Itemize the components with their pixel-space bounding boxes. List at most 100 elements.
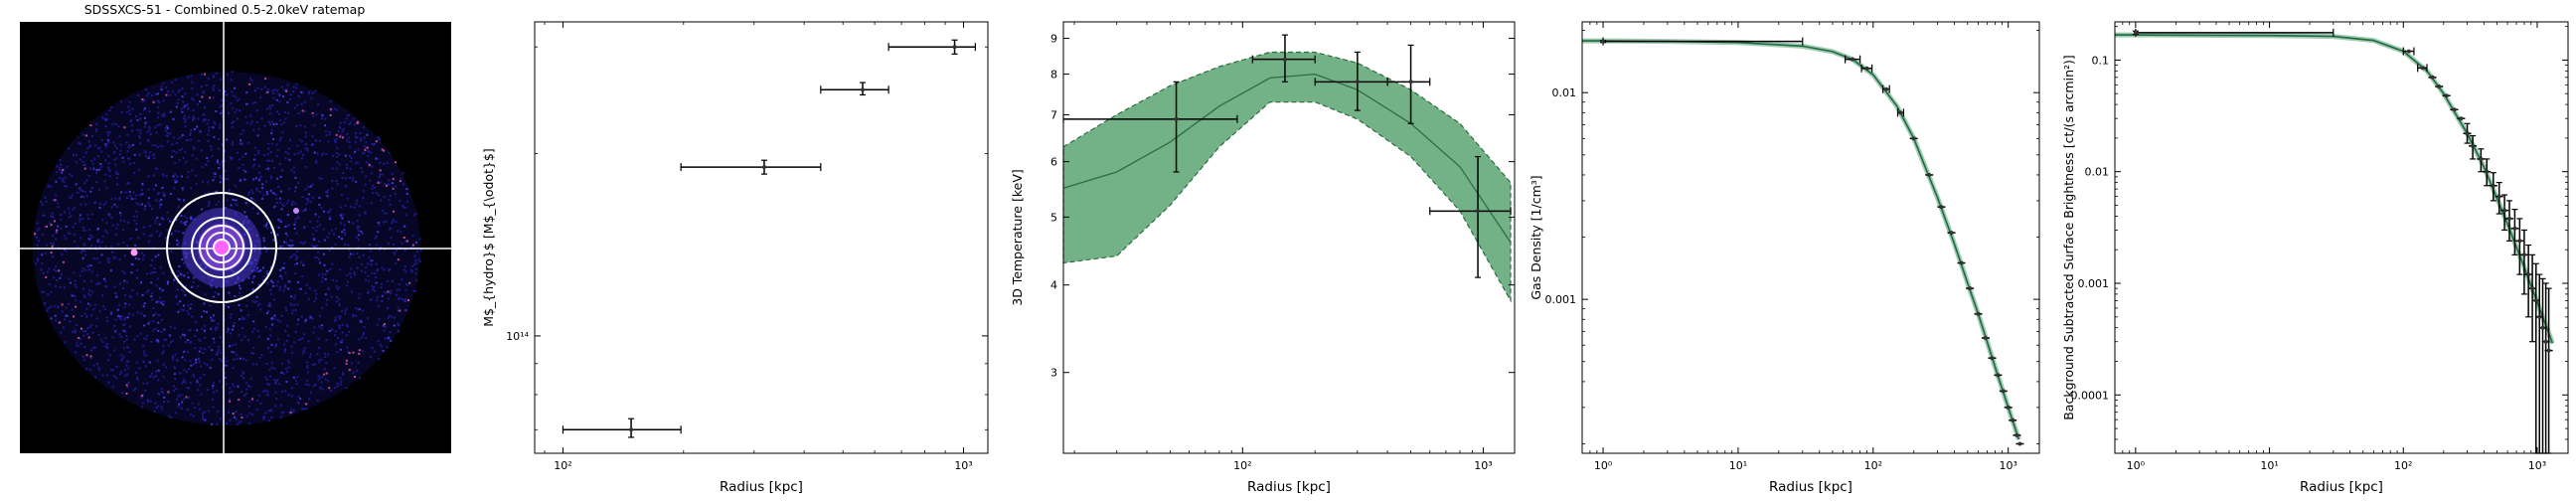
ratemap-pixel bbox=[42, 215, 45, 218]
ratemap-pixel bbox=[172, 358, 174, 361]
ratemap-pixel bbox=[175, 294, 178, 297]
ratemap-pixel bbox=[170, 233, 173, 236]
ratemap-pixel bbox=[160, 331, 163, 334]
ratemap-pixel bbox=[231, 90, 234, 93]
ratemap-pixel bbox=[376, 192, 379, 194]
ratemap-pixel bbox=[367, 154, 370, 157]
ratemap-pixel bbox=[285, 381, 288, 383]
data-point bbox=[2517, 239, 2522, 244]
ratemap-pixel bbox=[122, 242, 125, 244]
ratemap-pixel bbox=[61, 253, 64, 255]
ratemap-pixel bbox=[195, 361, 198, 364]
x-tick-label: 10³ bbox=[1999, 459, 2016, 472]
ratemap-pixel bbox=[184, 118, 187, 121]
ratemap-pixel bbox=[204, 418, 207, 421]
ratemap-pixel bbox=[269, 112, 271, 115]
ratemap-pixel bbox=[212, 88, 215, 91]
ratemap-pixel bbox=[194, 347, 197, 350]
ratemap-pixel bbox=[389, 331, 392, 334]
ratemap-pixel bbox=[128, 109, 131, 112]
ratemap-pixel bbox=[162, 272, 165, 275]
ratemap-pixel bbox=[328, 250, 331, 251]
ratemap-pixel bbox=[380, 286, 383, 288]
ratemap-pixel bbox=[302, 210, 305, 213]
ratemap-pixel bbox=[276, 338, 279, 341]
ratemap-pixel bbox=[119, 214, 122, 217]
ratemap-pixel bbox=[80, 189, 82, 192]
ratemap-pixel bbox=[411, 270, 413, 273]
ratemap-pixel bbox=[147, 157, 150, 159]
ratemap-pixel bbox=[261, 197, 264, 200]
ratemap-pixel bbox=[289, 239, 292, 242]
ratemap-pixel bbox=[339, 377, 342, 380]
ratemap-pixel bbox=[216, 422, 219, 425]
ratemap-pixel bbox=[52, 216, 55, 219]
ratemap-pixel bbox=[294, 202, 297, 205]
ratemap-pixel bbox=[110, 206, 113, 209]
ratemap-pixel bbox=[292, 252, 295, 255]
ratemap-pixel bbox=[190, 218, 193, 221]
ratemap-pixel bbox=[89, 349, 92, 352]
ratemap-pixel bbox=[271, 323, 274, 326]
data-point bbox=[1864, 66, 1869, 71]
ratemap-pixel bbox=[202, 418, 205, 420]
x-tick-label: 10⁰ bbox=[2127, 459, 2146, 472]
ratemap-pixel bbox=[276, 177, 279, 180]
ratemap-pixel bbox=[191, 285, 194, 288]
ratemap-pixel bbox=[160, 85, 163, 88]
ratemap-pixel bbox=[269, 375, 272, 378]
ratemap-pixel bbox=[114, 163, 117, 166]
ratemap-pixel bbox=[120, 111, 123, 114]
ratemap-pixel bbox=[358, 214, 361, 217]
ratemap-pixel bbox=[172, 90, 175, 93]
ratemap-pixel bbox=[334, 330, 337, 333]
ratemap-pixel bbox=[60, 273, 63, 276]
ratemap-pixel bbox=[123, 272, 126, 274]
ratemap-pixel bbox=[219, 126, 222, 129]
ratemap-pixel bbox=[324, 130, 327, 133]
ratemap-pixel bbox=[191, 87, 194, 90]
ratemap-pixel bbox=[377, 222, 380, 224]
ratemap-pixel bbox=[55, 265, 57, 267]
ratemap-pixel bbox=[387, 184, 390, 187]
ratemap-pixel bbox=[53, 276, 55, 279]
ratemap-pixel bbox=[291, 395, 294, 398]
ratemap-pixel bbox=[369, 259, 372, 262]
ratemap-pixel bbox=[146, 138, 149, 141]
ratemap-pixel bbox=[183, 114, 186, 117]
ratemap-pixel bbox=[231, 344, 234, 347]
ratemap-pixel bbox=[348, 255, 351, 258]
ratemap-pixel bbox=[95, 317, 98, 320]
ratemap-pixel bbox=[95, 169, 98, 171]
ratemap-pixel bbox=[369, 356, 372, 358]
ratemap-pixel bbox=[115, 365, 118, 368]
ratemap-pixel bbox=[280, 277, 283, 280]
ratemap-pixel bbox=[180, 221, 182, 223]
ratemap-pixel bbox=[81, 227, 84, 229]
ratemap-pixel bbox=[321, 324, 324, 327]
ratemap-pixel bbox=[253, 269, 255, 271]
ratemap-pixel bbox=[286, 371, 289, 373]
ratemap-pixel bbox=[197, 103, 199, 106]
model-line bbox=[2115, 34, 2554, 344]
ratemap-pixel bbox=[148, 110, 151, 113]
ratemap-pixel bbox=[57, 202, 60, 205]
ratemap-pixel bbox=[336, 296, 338, 299]
ratemap-pixel bbox=[252, 275, 255, 278]
ratemap-pixel bbox=[185, 341, 188, 344]
ratemap-pixel bbox=[243, 394, 245, 397]
ratemap-pixel bbox=[369, 179, 372, 182]
ratemap-pixel bbox=[303, 350, 306, 353]
ratemap-pixel bbox=[85, 315, 88, 318]
ratemap-pixel bbox=[370, 263, 373, 266]
ratemap-pixel bbox=[94, 303, 97, 306]
ratemap-pixel bbox=[252, 178, 255, 181]
ratemap-pixel bbox=[37, 257, 40, 260]
ratemap-pixel bbox=[397, 309, 400, 312]
ratemap-pixel bbox=[361, 269, 363, 272]
ratemap-pixel bbox=[56, 279, 59, 281]
ratemap-pixel bbox=[329, 267, 332, 270]
ratemap-pixel bbox=[144, 155, 147, 158]
ratemap-pixel bbox=[373, 289, 376, 292]
ratemap-pixel bbox=[130, 119, 132, 122]
